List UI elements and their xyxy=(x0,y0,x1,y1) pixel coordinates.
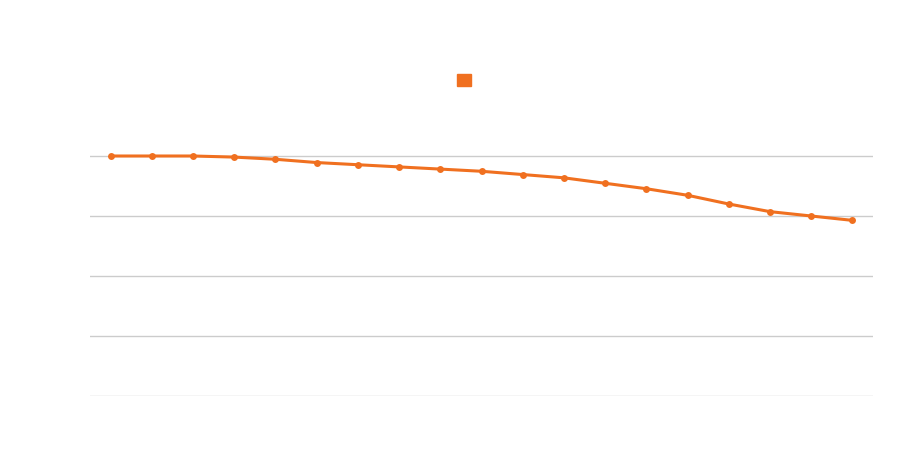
価格 xyxy=(393,164,404,170)
価格 xyxy=(559,175,570,180)
Line: 価格: 価格 xyxy=(107,153,856,224)
価格 xyxy=(353,162,364,167)
価格 xyxy=(518,172,528,177)
価格 xyxy=(187,153,198,159)
価格 xyxy=(105,153,116,159)
価格 xyxy=(641,186,652,191)
価格 xyxy=(435,166,446,172)
価格 xyxy=(147,153,158,159)
Legend: 価格: 価格 xyxy=(457,73,506,86)
価格 xyxy=(229,154,239,160)
価格 xyxy=(311,160,322,165)
価格 xyxy=(806,213,816,219)
価格 xyxy=(270,157,281,162)
価格 xyxy=(476,169,487,174)
価格 xyxy=(847,218,858,223)
価格 xyxy=(724,201,734,207)
価格 xyxy=(682,193,693,198)
価格 xyxy=(765,209,776,214)
価格 xyxy=(599,180,610,186)
